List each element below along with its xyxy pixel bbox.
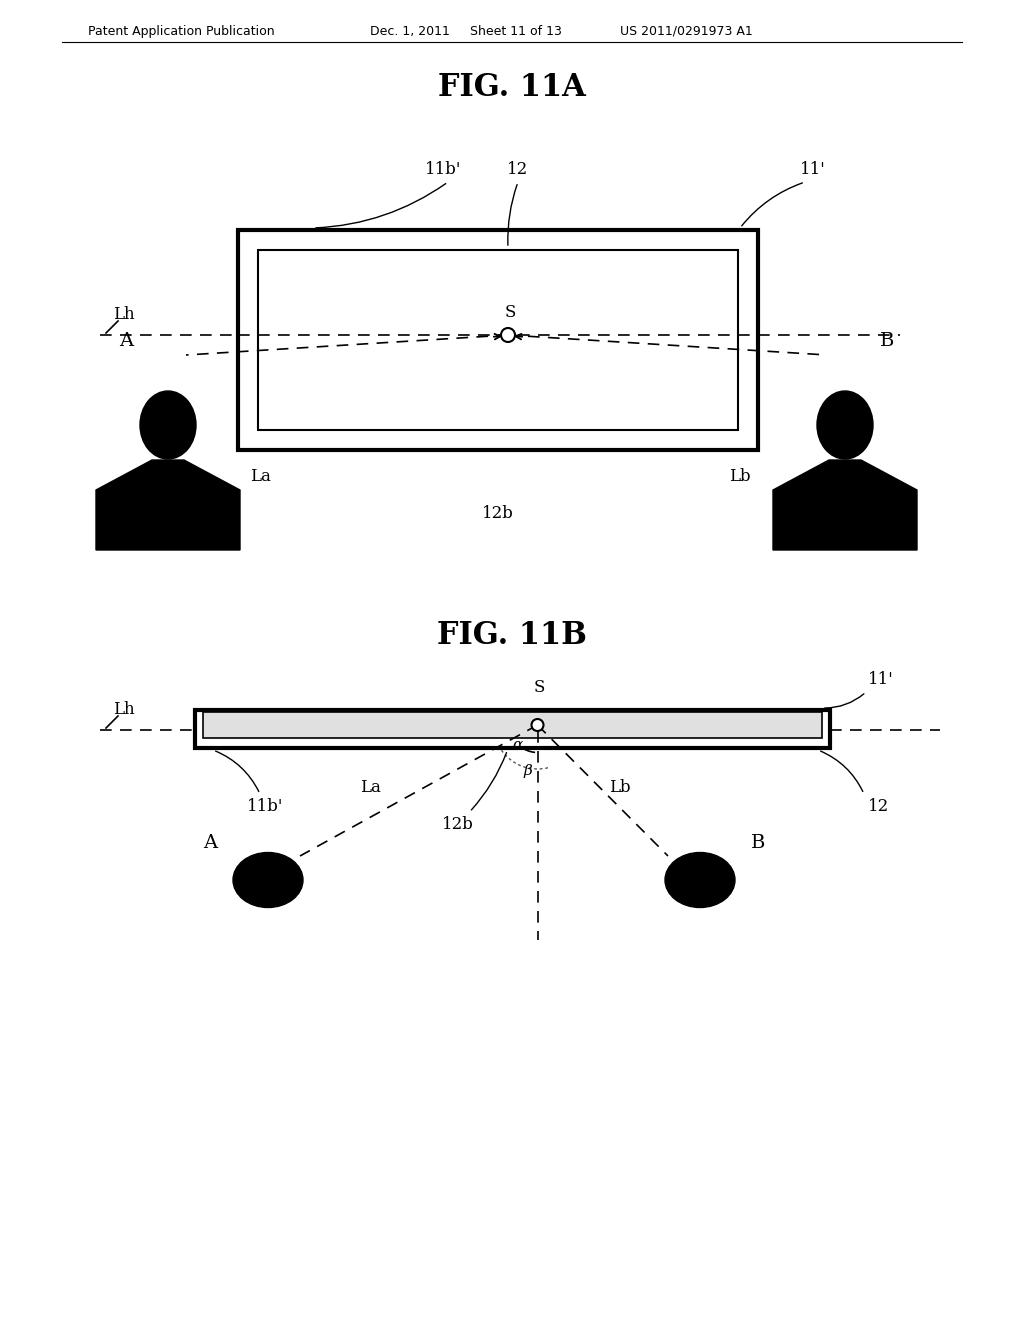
Text: 11b': 11b': [425, 161, 461, 178]
Text: Sheet 11 of 13: Sheet 11 of 13: [470, 25, 562, 38]
Text: FIG. 11B: FIG. 11B: [437, 620, 587, 651]
Text: β: β: [523, 764, 531, 777]
Text: 12b: 12b: [441, 816, 473, 833]
Text: Lb: Lb: [609, 779, 631, 796]
Text: S: S: [534, 678, 545, 696]
Text: 11': 11': [800, 161, 826, 178]
Bar: [238, 230, 758, 450]
Text: 12: 12: [868, 799, 889, 814]
Text: La: La: [250, 469, 270, 484]
Text: 12: 12: [507, 161, 528, 178]
Text: Lb: Lb: [729, 469, 751, 484]
Text: Lh: Lh: [113, 306, 134, 323]
Circle shape: [501, 327, 515, 342]
Text: US 2011/0291973 A1: US 2011/0291973 A1: [620, 25, 753, 38]
Ellipse shape: [233, 853, 303, 908]
Circle shape: [531, 719, 544, 731]
Polygon shape: [96, 459, 240, 550]
Text: A: A: [119, 333, 133, 350]
Bar: [203, 711, 822, 738]
Ellipse shape: [665, 853, 735, 908]
Polygon shape: [773, 459, 918, 550]
Ellipse shape: [817, 391, 873, 459]
Text: 12b: 12b: [482, 506, 514, 521]
Text: Dec. 1, 2011: Dec. 1, 2011: [370, 25, 450, 38]
Text: Lh: Lh: [113, 701, 134, 718]
Text: α: α: [512, 738, 522, 752]
Text: B: B: [751, 834, 765, 851]
Text: FIG. 11A: FIG. 11A: [438, 73, 586, 103]
Text: Patent Application Publication: Patent Application Publication: [88, 25, 274, 38]
Ellipse shape: [140, 391, 196, 459]
Text: A: A: [203, 834, 217, 851]
Bar: [195, 710, 830, 748]
Text: 11b': 11b': [247, 799, 284, 814]
Text: B: B: [880, 333, 894, 350]
Text: La: La: [359, 779, 381, 796]
Text: S: S: [504, 304, 516, 321]
Bar: [258, 249, 738, 430]
Text: 11': 11': [868, 671, 894, 688]
